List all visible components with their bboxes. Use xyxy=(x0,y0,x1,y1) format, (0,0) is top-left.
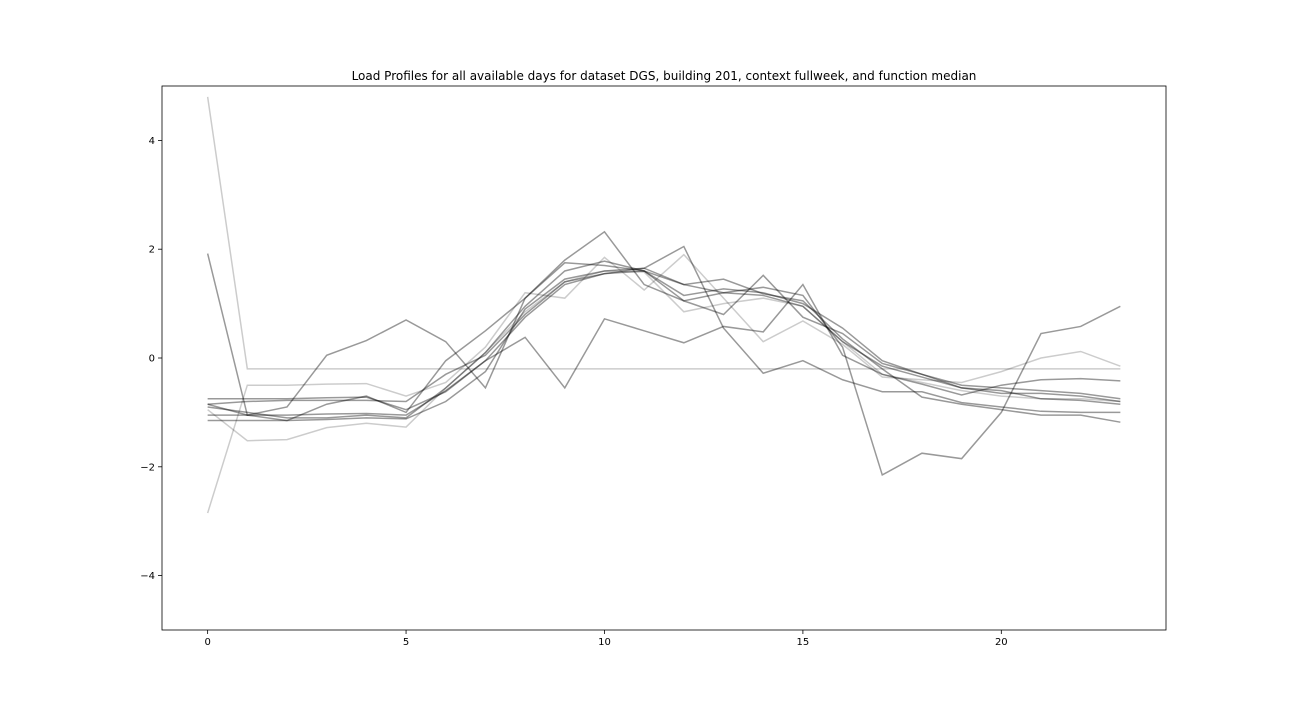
x-tick-label: 0 xyxy=(204,637,210,648)
x-tick-label: 5 xyxy=(403,637,409,648)
y-tick-label: 0 xyxy=(149,354,155,365)
series-line-0 xyxy=(206,96,1121,370)
series-line-6 xyxy=(207,245,1121,422)
series-line-7 xyxy=(207,267,1121,477)
y-tick-label: −4 xyxy=(140,571,155,582)
plot-area-frame xyxy=(161,85,1167,631)
series-line-3 xyxy=(206,230,1121,417)
y-axis: −4 −2 0 2 4 xyxy=(140,136,162,582)
chart-title: Load Profiles for all available days for… xyxy=(352,69,977,83)
series-line-5 xyxy=(207,260,1121,423)
x-tick-label: 10 xyxy=(598,637,611,648)
series-line-1 xyxy=(206,253,1121,514)
y-tick-label: 4 xyxy=(149,136,155,147)
series-line-2 xyxy=(207,270,1121,442)
series-line-8 xyxy=(207,283,1121,411)
y-tick-label: 2 xyxy=(149,245,155,256)
x-axis: 0 5 10 15 20 xyxy=(204,630,1008,648)
series-line-4 xyxy=(207,262,1121,422)
x-tick-label: 15 xyxy=(797,637,810,648)
x-tick-label: 20 xyxy=(995,637,1008,648)
series-line-9 xyxy=(207,270,1121,416)
series-layer xyxy=(206,96,1121,514)
y-tick-label: −2 xyxy=(140,462,155,473)
